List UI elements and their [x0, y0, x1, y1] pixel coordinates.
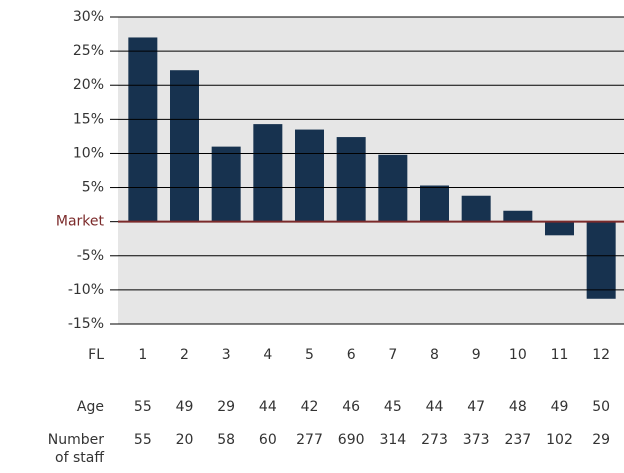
bar: [295, 129, 324, 222]
row-value: 20: [175, 432, 194, 448]
x-tick-label: 2: [180, 347, 189, 363]
row-value: 373: [462, 432, 490, 448]
x-tick-label: 12: [592, 347, 611, 363]
bar: [503, 210, 533, 222]
bar: [461, 195, 491, 222]
x-tick-label: 8: [430, 347, 439, 363]
row-value: 237: [504, 432, 532, 448]
x-tick-label: 1: [138, 347, 148, 363]
row-value: 47: [467, 399, 486, 415]
y-tick-label: 5%: [82, 180, 104, 196]
row-value: 273: [421, 432, 448, 448]
x-tick-label: 4: [263, 347, 273, 363]
bar: [336, 137, 366, 222]
row-value: 44: [258, 399, 277, 415]
row-value: 58: [217, 432, 236, 448]
row-value: 45: [383, 399, 402, 415]
row-value: 102: [546, 432, 573, 448]
bar: [128, 37, 158, 222]
row-value: 50: [592, 399, 611, 415]
row-value: 46: [342, 399, 361, 415]
x-tick-label: 9: [471, 347, 481, 363]
row-label: Number of staff: [47, 432, 104, 466]
y-tick-label: 30%: [73, 9, 104, 25]
y-tick-label: 15%: [73, 111, 104, 127]
row-value: 277: [296, 432, 323, 448]
bar: [211, 146, 241, 222]
x-tick-label: 6: [346, 347, 356, 363]
row-value: 44: [425, 399, 444, 415]
bar: [253, 124, 283, 222]
bar: [170, 70, 199, 222]
plot-background: [118, 17, 624, 324]
bar: [545, 221, 574, 236]
y-tick-label: -15%: [68, 316, 104, 332]
row-value: 60: [258, 432, 277, 448]
x-tick-label: 11: [550, 347, 569, 363]
y-tick-label: 10%: [73, 145, 104, 161]
y-tick-label: -5%: [77, 248, 104, 264]
bar: [378, 154, 408, 222]
row-value: 49: [550, 399, 569, 415]
row-value: 314: [379, 432, 407, 448]
x-tick-label: 10: [508, 347, 527, 363]
y-tick-label: 20%: [73, 77, 104, 93]
y-tick-label: 25%: [73, 43, 104, 59]
row-label: Age: [76, 399, 104, 415]
x-tick-label: 3: [221, 347, 231, 363]
y-tick-label: Market: [56, 214, 105, 230]
row-value: 48: [508, 399, 527, 415]
x-tick-label: 7: [388, 347, 398, 363]
row-value: 690: [337, 432, 365, 448]
row-value: 29: [217, 399, 236, 415]
category-row-label: FL: [88, 347, 104, 363]
row-value: 49: [175, 399, 194, 415]
y-tick-label: -10%: [68, 282, 104, 298]
row-value: 42: [300, 399, 319, 415]
x-tick-label: 5: [305, 347, 314, 363]
bar: [586, 221, 616, 299]
bar: [420, 185, 449, 222]
row-value: 55: [133, 432, 152, 448]
row-value: 55: [133, 399, 152, 415]
row-value: 29: [592, 432, 611, 448]
